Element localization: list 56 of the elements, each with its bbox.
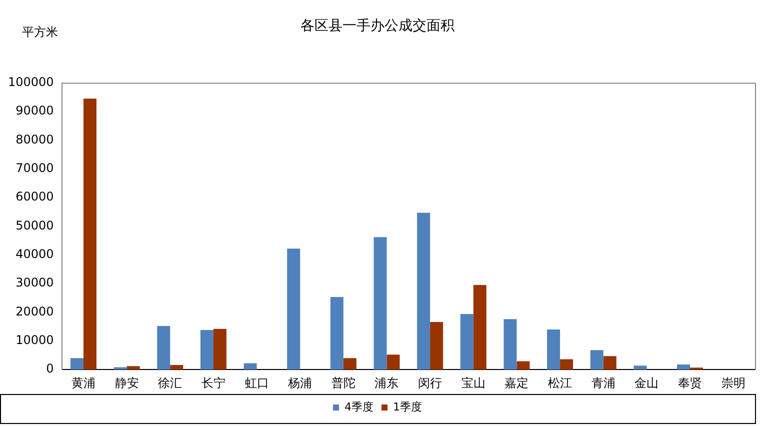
bar [603,356,616,370]
bar [417,212,430,370]
bar [287,248,300,370]
x-tick-label: 青浦 [591,376,616,390]
bar [430,322,444,370]
bar [374,237,387,370]
x-tick-label: 徐汇 [158,376,182,390]
x-tick-label: 嘉定 [504,376,529,390]
x-tick-label: 静安 [114,376,139,390]
y-tick-label: 90000 [16,104,54,118]
bar [473,284,486,370]
y-tick-label: 0 [46,362,54,376]
x-tick-label: 浦东 [374,376,399,390]
bar [83,98,96,370]
legend-label: 4季度 [344,400,374,414]
bar [634,366,647,370]
bar [244,363,257,370]
y-tick-label: 10000 [16,333,54,348]
bar [677,364,690,370]
x-tick-label: 奉贤 [678,376,702,390]
y-axis-title: 平方米 [22,24,58,41]
x-tick-label: 普陀 [331,376,356,390]
bar [343,358,356,370]
x-tick-label: 崇明 [721,376,746,390]
x-tick-label: 闵行 [418,376,442,390]
bar [170,365,184,370]
legend-label: 1季度 [393,400,422,414]
bar [560,359,574,370]
x-tick-label: 黄浦 [71,376,96,390]
x-tick-label: 松江 [548,376,572,390]
bar [70,358,84,370]
x-tick-label: 宝山 [461,376,486,390]
bar [516,361,530,370]
y-tick-label: 70000 [16,160,54,175]
bar [126,366,140,370]
x-tick-label: 虹口 [244,376,269,390]
y-tick-label: 40000 [16,247,54,262]
y-tick-label: 80000 [16,132,54,146]
bar [213,328,226,370]
bar [157,326,170,370]
bar [200,330,214,370]
bar [547,329,560,370]
bar [330,297,344,370]
y-tick-label: 50000 [16,218,54,232]
x-tick-label: 杨浦 [287,376,312,390]
chart-title: 各区县一手办公成交面积 [300,18,454,34]
y-tick-label: 60000 [16,190,54,204]
x-tick-label: 金山 [634,376,659,390]
y-tick-label: 100000 [8,74,54,89]
y-tick-label: 20000 [16,304,54,318]
y-tick-label: 30000 [16,276,54,290]
bar [590,350,604,370]
x-tick-label: 长宁 [201,376,226,390]
bar [460,314,474,370]
bar [504,319,517,370]
bar [386,354,400,370]
